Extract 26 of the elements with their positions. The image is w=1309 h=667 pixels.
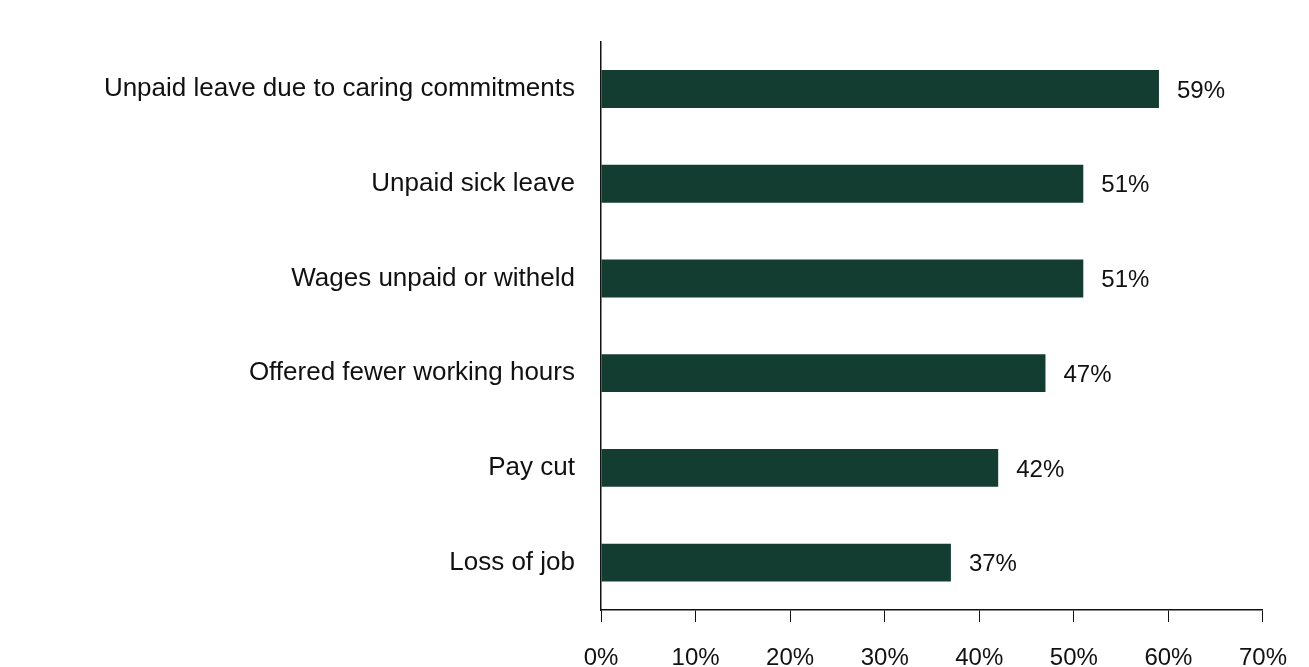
y-tick-label: Unpaid leave due to caring commitments <box>103 72 575 103</box>
bar <box>601 259 1084 298</box>
y-tick-label: Wages unpaid or witheld <box>291 261 575 292</box>
data-label: 51% <box>1101 265 1150 293</box>
y-tick-label: Unpaid sick leave <box>371 166 575 197</box>
data-label: 51% <box>1101 170 1150 198</box>
bar <box>601 543 951 582</box>
x-tick-label: 30% <box>860 643 909 667</box>
y-tick-label: Offered fewer working hours <box>248 356 575 387</box>
y-tick-label: Loss of job <box>449 545 575 576</box>
data-label: 42% <box>1016 454 1065 482</box>
bar <box>601 70 1159 108</box>
y-tick-label: Pay cut <box>488 451 576 482</box>
x-tick-label: 10% <box>671 643 720 667</box>
bar <box>601 448 999 487</box>
x-tick-label: 60% <box>1144 643 1193 667</box>
x-tick-label: 70% <box>1238 643 1288 667</box>
x-tick-label: 20% <box>766 643 815 667</box>
x-tick-label: 0% <box>583 643 619 667</box>
x-tick-label: 50% <box>1049 643 1098 667</box>
x-tick-label: 40% <box>955 643 1004 667</box>
data-label: 59% <box>1176 75 1225 103</box>
bar <box>601 354 1046 393</box>
data-label: 37% <box>968 549 1017 577</box>
bar <box>601 164 1084 203</box>
data-label: 47% <box>1063 359 1112 387</box>
